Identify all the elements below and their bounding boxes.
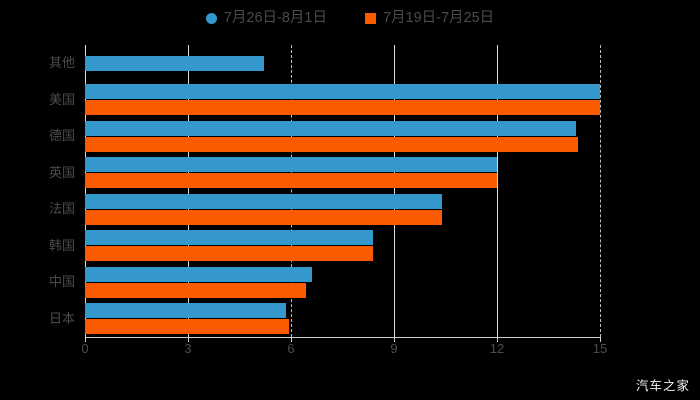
- y-axis-category-label: 美国: [48, 91, 75, 107]
- y-axis-labels: 其他美国德国英国法国韩国中国日本: [0, 45, 85, 337]
- legend-square-icon: [364, 12, 376, 24]
- x-axis-line: [85, 337, 601, 338]
- x-axis-tick-label-6: 6: [287, 341, 295, 356]
- tick-mark-15: [600, 337, 601, 342]
- x-axis-tick-label-0: 0: [81, 341, 89, 356]
- tick-mark-6: [291, 337, 292, 342]
- bar-series-2[interactable]: [85, 136, 578, 152]
- legend-circle-icon: [205, 12, 217, 24]
- bar-series-2[interactable]: [85, 282, 307, 298]
- legend-item-series-2[interactable]: 7月19日-7月25日: [364, 9, 495, 26]
- bar-series-2[interactable]: [85, 173, 497, 189]
- legend-label-series-2: 7月19日-7月25日: [382, 9, 495, 26]
- bar-series-2[interactable]: [85, 246, 374, 262]
- x-axis-labels: 0 3 6 9 12 15: [0, 342, 700, 362]
- bar-series-2[interactable]: [85, 209, 443, 225]
- legend-label-series-1: 7月26日-8月1日: [223, 9, 327, 26]
- chart-plot-area: [85, 45, 601, 338]
- tick-mark-9: [394, 337, 395, 342]
- y-axis-category-label: 中国: [48, 274, 75, 290]
- x-axis-tick-label-9: 9: [390, 341, 398, 356]
- bar-series-1[interactable]: [85, 157, 497, 173]
- y-axis-category-label: 日本: [48, 310, 75, 326]
- y-axis-category-label: 德国: [48, 128, 75, 144]
- tick-mark-0: [85, 337, 86, 342]
- bar-series-1[interactable]: [85, 303, 286, 319]
- gridline-9: [394, 45, 395, 337]
- bar-group: [85, 264, 600, 301]
- bar-group: [85, 191, 600, 228]
- y-axis-category-label: 英国: [48, 164, 75, 180]
- gridline-12: [497, 45, 498, 337]
- watermark: 汽车之家: [635, 378, 690, 393]
- bar-series-1[interactable]: [85, 84, 600, 100]
- bar-series-1[interactable]: [85, 266, 312, 282]
- bar-series-1[interactable]: [85, 230, 374, 246]
- bar-series-2[interactable]: [85, 100, 600, 116]
- x-axis-tick-label-15: 15: [592, 341, 608, 356]
- chart-legend: 7月26日-8月1日 7月19日-7月25日: [0, 6, 700, 30]
- x-axis-tick-label-12: 12: [489, 341, 505, 356]
- bar-group: [85, 301, 600, 338]
- bar-series-2[interactable]: [85, 319, 290, 335]
- gridline-15: [600, 45, 601, 337]
- bar-group: [85, 228, 600, 265]
- bar-group: [85, 45, 600, 82]
- bar-series-1[interactable]: [85, 55, 264, 71]
- y-axis-category-label: 其他: [48, 55, 75, 71]
- y-axis-category-label: 韩国: [48, 237, 75, 253]
- tick-mark-3: [188, 337, 189, 342]
- bar-group: [85, 82, 600, 119]
- gridline-3: [188, 45, 189, 337]
- bar-series-1[interactable]: [85, 193, 443, 209]
- x-axis-tick-label-3: 3: [184, 341, 192, 356]
- y-axis-category-label: 法国: [48, 201, 75, 217]
- tick-mark-12: [497, 337, 498, 342]
- legend-item-series-1[interactable]: 7月26日-8月1日: [205, 9, 327, 26]
- gridline-0: [85, 45, 86, 337]
- bar-group: [85, 118, 600, 155]
- bar-series-1[interactable]: [85, 120, 576, 136]
- gridline-6: [291, 45, 292, 337]
- bar-group: [85, 155, 600, 192]
